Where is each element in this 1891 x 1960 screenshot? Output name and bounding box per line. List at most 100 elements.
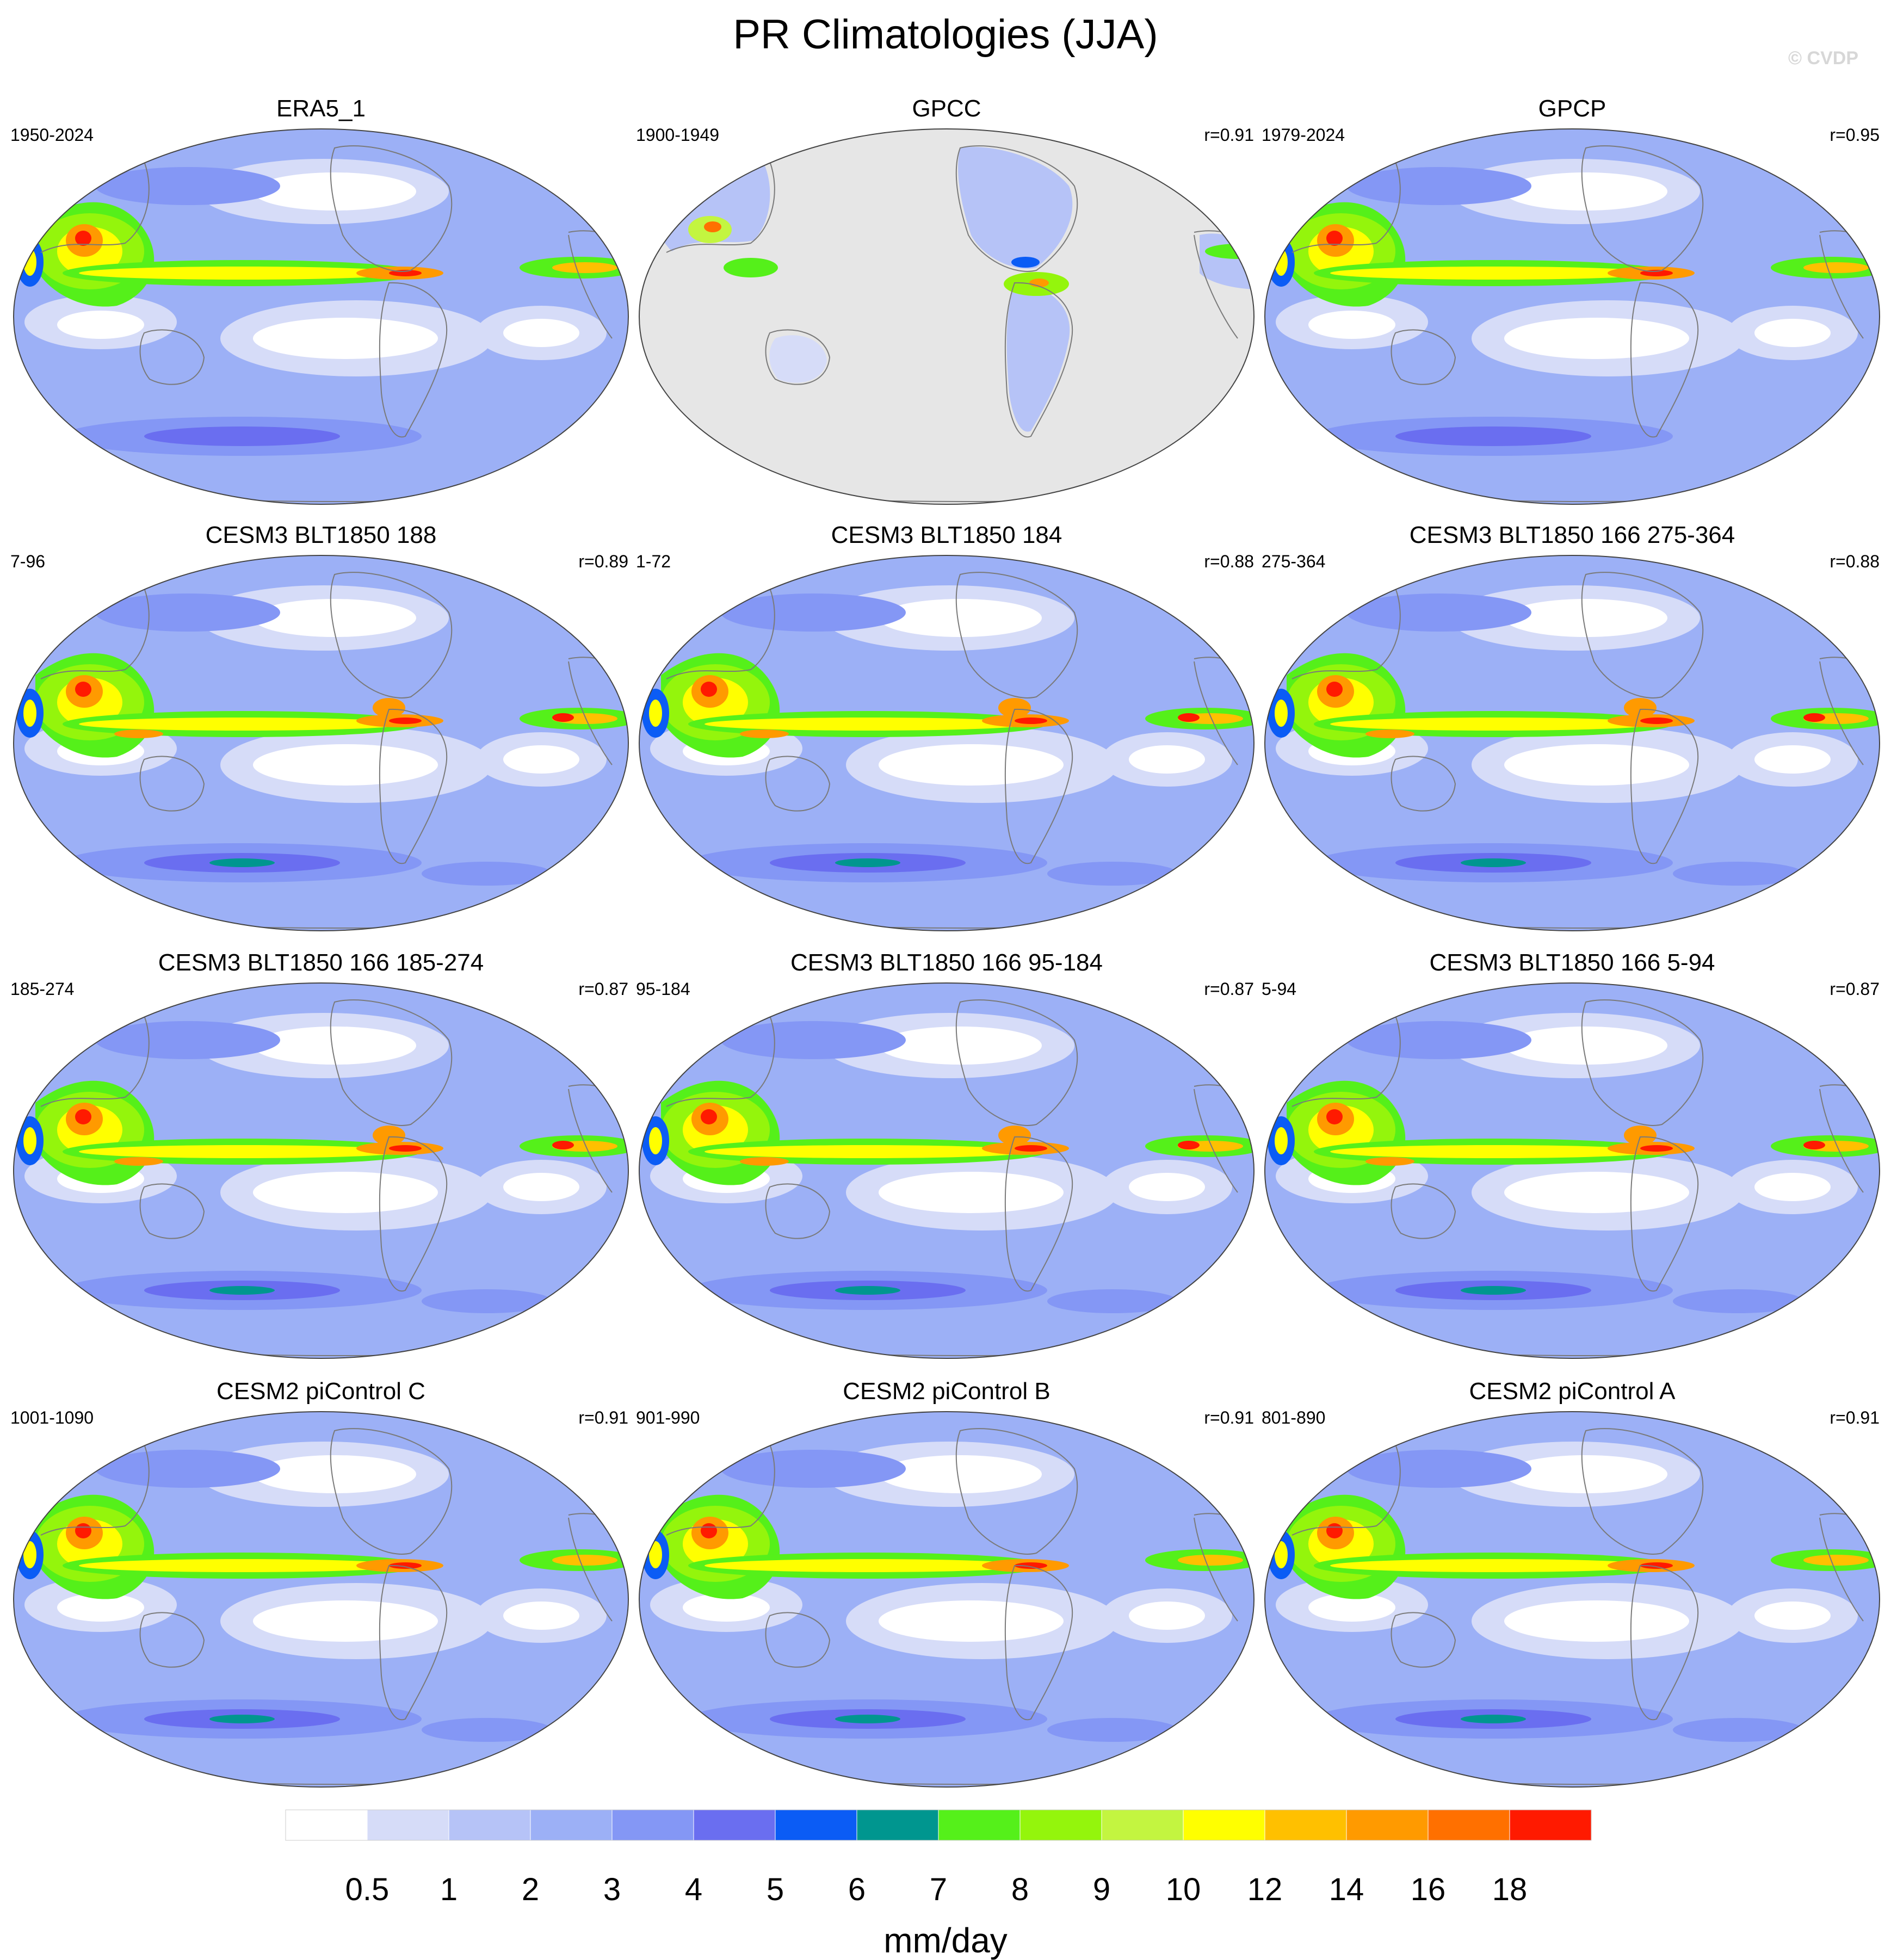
rain-field (552, 262, 617, 273)
panel-years: 1001-1090 (10, 1408, 94, 1427)
rain-field (724, 258, 778, 277)
rain-field (79, 1559, 405, 1572)
rain-field (1330, 718, 1657, 731)
panel-correlation: r=0.95 (1830, 125, 1880, 145)
colorbar-tick-label: 7 (930, 1872, 947, 1907)
rain-field (1803, 1555, 1869, 1566)
dry-zone (57, 311, 144, 339)
storm-track (95, 593, 280, 632)
map-panel: CESM3 BLT1850 184 1-72 r=0.88 (634, 520, 1259, 950)
itcz-core (389, 718, 422, 724)
rain-field (705, 1145, 1031, 1158)
panel-years: 7-96 (10, 552, 46, 571)
panel-correlation: r=0.87 (578, 979, 628, 999)
projection-map (13, 128, 629, 505)
rain-field (79, 1145, 405, 1158)
projection-map (639, 1411, 1255, 1788)
dry-zone (503, 319, 579, 347)
rain-field (1803, 262, 1869, 273)
map-panel: CESM2 piControl A 801-890 r=0.91 (1259, 1376, 1885, 1806)
panel-correlation: r=0.91 (578, 1408, 628, 1427)
australia-coastline (1391, 756, 1456, 812)
panel-title: CESM3 BLT1850 166 5-94 (1429, 949, 1715, 976)
projection-map (639, 982, 1255, 1359)
colorbar-swatch (856, 1809, 939, 1841)
panel-correlation: r=0.91 (1830, 1408, 1880, 1427)
rain-field (740, 729, 789, 738)
itcz-core (1640, 1145, 1673, 1152)
north-america-coastline (955, 145, 1078, 272)
dry-zone (57, 1593, 144, 1622)
rain-field (209, 1715, 275, 1723)
rain-field (552, 1141, 574, 1149)
panel-title: CESM3 BLT1850 166 185-274 (158, 949, 484, 976)
colorbar-swatch (693, 1809, 776, 1841)
colorbar-swatch (611, 1809, 694, 1841)
map-panel: CESM3 BLT1850 188 7-96 r=0.89 (8, 520, 634, 950)
panel-title: CESM3 BLT1850 166 275-364 (1409, 522, 1735, 548)
map-outline (639, 128, 1255, 505)
australia-coastline (139, 1183, 205, 1239)
dry-zone (1504, 1027, 1667, 1065)
rain-field (1673, 1289, 1803, 1313)
itcz-core (389, 1562, 422, 1569)
figure-title: PR Climatologies (JJA) (733, 11, 1158, 58)
colorbar-swatch (367, 1809, 449, 1841)
rain-field (75, 1109, 91, 1124)
rain-field (649, 1127, 662, 1154)
australia-coastline (765, 756, 831, 812)
australia-coastline (765, 329, 831, 385)
storm-track (721, 1450, 906, 1488)
dry-zone (879, 599, 1042, 637)
rain-field (373, 1126, 405, 1145)
panel-years: 1979-2024 (1262, 125, 1345, 145)
panel-years: 1900-1949 (636, 125, 720, 145)
colorbar-tick-label: 9 (1093, 1872, 1110, 1907)
rain-field (75, 682, 91, 697)
rain-field (209, 1286, 275, 1295)
storm-track (95, 1450, 280, 1488)
colorbar-swatch (1427, 1809, 1510, 1841)
south-america-coastline (1004, 1565, 1073, 1721)
map-outline (13, 1411, 629, 1788)
projection-map (639, 128, 1255, 505)
dry-zone (1129, 1173, 1205, 1201)
rain-field (704, 221, 721, 232)
storm-track (721, 593, 906, 632)
storm-track (1346, 1021, 1531, 1059)
rain-field (1178, 713, 1200, 722)
storm-track (1346, 167, 1531, 205)
dry-zone (1308, 311, 1395, 339)
rain-field (1461, 1286, 1526, 1295)
dry-zone (253, 744, 438, 786)
rain-field (649, 1541, 662, 1568)
rain-field (1275, 1541, 1288, 1568)
australia-coastline (765, 1612, 831, 1668)
south-america-coastline (1004, 1136, 1073, 1292)
colorbar-swatch (530, 1809, 613, 1841)
rain-field (1275, 1127, 1288, 1154)
colorbar-swatch (285, 1809, 368, 1841)
colorbar-tick-label: 0.5 (345, 1872, 390, 1907)
rain-field (75, 1523, 91, 1538)
missing-data-ocean (639, 129, 1254, 504)
australia-coastline (139, 756, 205, 812)
panel-title: ERA5_1 (276, 95, 366, 122)
colorbar-swatch (1264, 1809, 1347, 1841)
dry-zone (253, 1027, 416, 1065)
dry-zone (1754, 1173, 1831, 1201)
rain-field (23, 700, 36, 727)
colorbar-swatch (1346, 1809, 1429, 1841)
colorbar-tick-label: 8 (1011, 1872, 1029, 1907)
storm-track (721, 1021, 906, 1059)
rain-field (1047, 862, 1178, 886)
rain-field (649, 700, 662, 727)
rain-field (1275, 700, 1288, 727)
panel-correlation: r=0.89 (578, 552, 628, 571)
rain-field (422, 862, 552, 886)
dry-zone (1504, 172, 1667, 211)
storm-track (1346, 1450, 1531, 1488)
dry-zone (879, 1172, 1064, 1213)
projection-map (1264, 982, 1880, 1359)
dry-zone (879, 1455, 1042, 1493)
